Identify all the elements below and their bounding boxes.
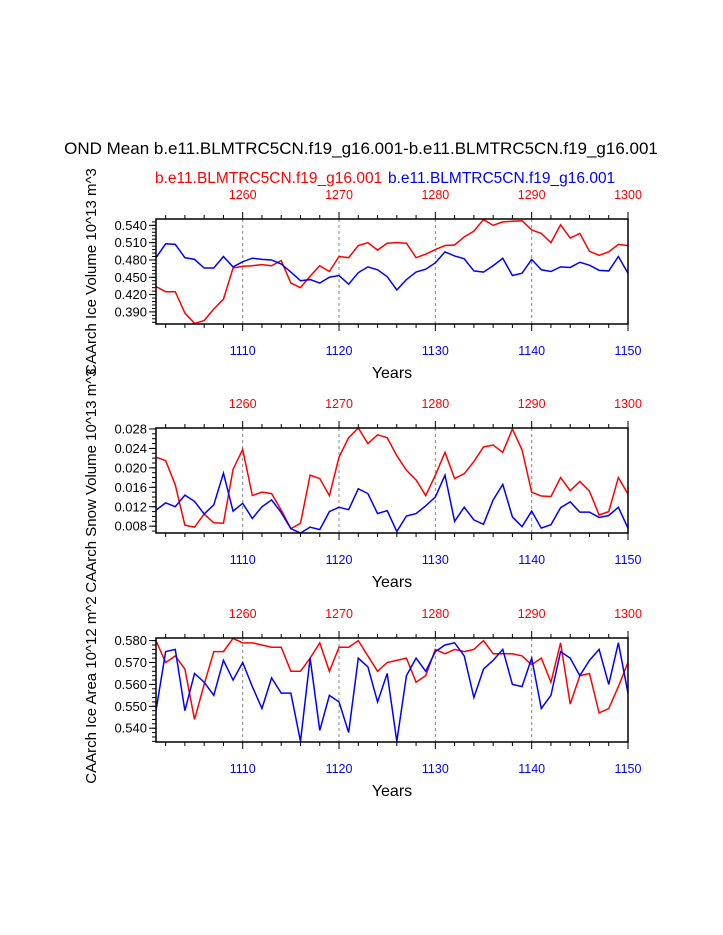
y-axis-label: CAArch Ice Volume 10^13 m^3 (83, 168, 100, 375)
x-axis-label: Years (372, 365, 412, 382)
y-axis-label: CAArch Ice Area 10^12 m^2 (83, 596, 100, 784)
y-tick-label: 0.540 (114, 218, 147, 233)
x-tick-label-bottom: 1120 (326, 344, 353, 358)
series-line-blue (156, 641, 628, 742)
main-title: OND Mean b.e11.BLMTRC5CN.f19_g16.001-b.e… (64, 139, 658, 158)
x-tick-label-top: 1270 (325, 397, 353, 411)
x-tick-label-bottom: 1150 (615, 762, 642, 776)
y-tick-label: 0.420 (114, 287, 147, 302)
x-axis-label: Years (372, 574, 412, 591)
y-tick-label: 0.008 (114, 519, 147, 534)
x-tick-label-top: 1300 (614, 188, 642, 202)
x-tick-label-top: 1290 (518, 397, 546, 411)
panel-3: 1110 1260 1120 1270 1130 1280 1140 1290 1150 1300… (83, 596, 642, 800)
y-tick-label: 0.540 (114, 721, 147, 736)
x-tick-label-top: 1290 (518, 188, 546, 202)
y-tick-label: 0.390 (114, 304, 147, 319)
x-tick-label-top: 1280 (421, 607, 449, 621)
subtitle-blue: b.e11.BLMTRC5CN.f19_g16.001 (388, 170, 615, 187)
y-tick-label: 0.570 (114, 655, 147, 670)
plot-frame (155, 637, 629, 743)
x-tick-label-bottom: 1130 (422, 553, 449, 567)
x-tick-label-top: 1280 (421, 188, 449, 202)
y-tick-label: 0.450 (114, 270, 147, 285)
plot-frame (155, 427, 629, 534)
y-tick-label: 0.510 (114, 235, 147, 250)
x-tick-label-bottom: 1110 (230, 762, 256, 776)
x-tick-label-bottom: 1130 (422, 344, 449, 358)
x-tick-label-bottom: 1130 (422, 762, 449, 776)
series-line-blue (156, 243, 628, 292)
y-axis-label: CAArch Snow Volume 10^13 m^3 (83, 368, 100, 592)
x-axis-label: Years (372, 783, 412, 800)
series-line-blue (156, 470, 628, 533)
x-tick-label-top: 1270 (325, 607, 353, 621)
x-tick-label-bottom: 1150 (615, 553, 642, 567)
x-tick-label-top: 1280 (421, 397, 449, 411)
y-tick-label: 0.480 (114, 252, 147, 267)
panel-2: 1110 1260 1120 1270 1130 1280 1140 1290 1150 1300… (83, 368, 642, 592)
y-tick-label: 0.020 (114, 460, 147, 475)
plot-frame (155, 218, 629, 325)
x-tick-label-bottom: 1140 (518, 762, 545, 776)
x-tick-label-top: 1270 (325, 188, 353, 202)
y-tick-label: 0.580 (114, 633, 147, 648)
x-tick-label-bottom: 1110 (230, 344, 256, 358)
y-tick-label: 0.550 (114, 699, 147, 714)
x-tick-label-bottom: 1140 (518, 553, 545, 567)
y-tick-label: 0.024 (114, 441, 147, 456)
panels: 1110 1260 1120 1270 1130 1280 1140 1290 1150 1300… (83, 168, 642, 800)
x-tick-label-bottom: 1110 (230, 553, 256, 567)
x-tick-label-top: 1300 (614, 607, 642, 621)
x-tick-label-top: 1260 (229, 397, 257, 411)
y-tick-label: 0.028 (114, 421, 147, 436)
series-line-red (156, 638, 628, 720)
x-tick-label-top: 1260 (229, 188, 257, 202)
y-tick-label: 0.560 (114, 677, 147, 692)
y-tick-label: 0.012 (114, 499, 147, 514)
x-tick-label-top: 1300 (614, 397, 642, 411)
series-line-red (156, 428, 628, 530)
x-tick-label-bottom: 1140 (518, 344, 545, 358)
subtitle-red: b.e11.BLMTRC5CN.f19_g16.001 (155, 170, 382, 187)
x-tick-label-top: 1290 (518, 607, 546, 621)
y-tick-label: 0.016 (114, 480, 147, 495)
x-tick-label-bottom: 1120 (326, 762, 353, 776)
x-tick-label-top: 1260 (229, 607, 257, 621)
series-line-red (156, 219, 628, 324)
x-tick-label-bottom: 1120 (326, 553, 353, 567)
panel-1: 1110 1260 1120 1270 1130 1280 1140 1290 1150 1300… (83, 168, 642, 382)
x-tick-label-bottom: 1150 (615, 344, 642, 358)
